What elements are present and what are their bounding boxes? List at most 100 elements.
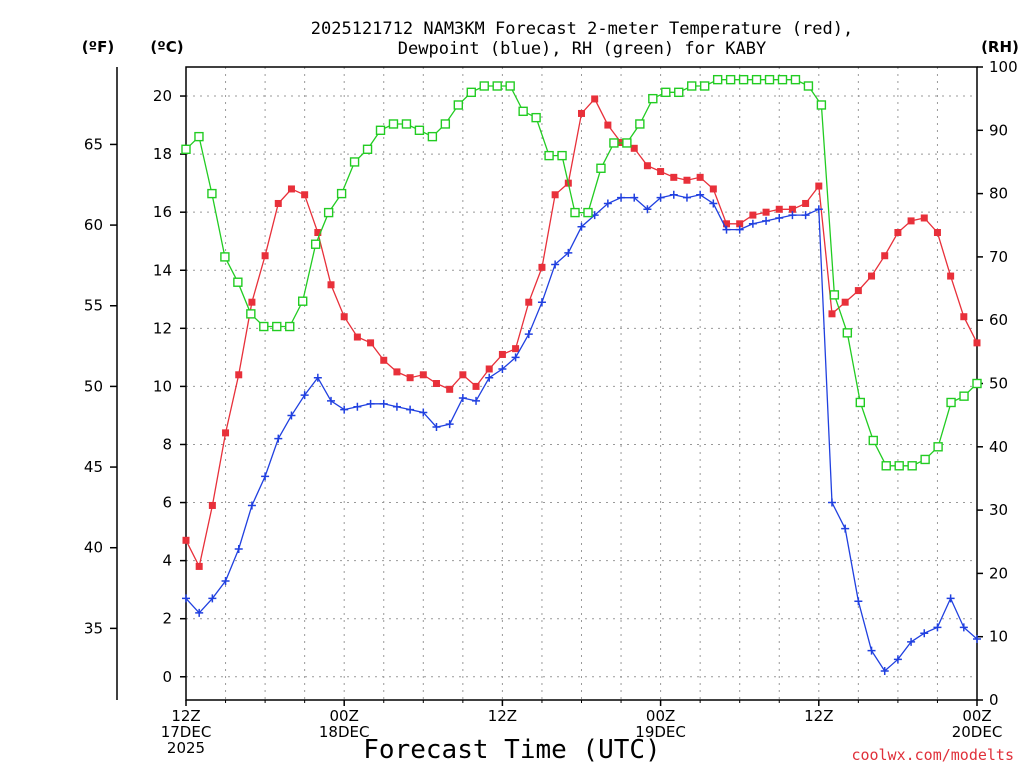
- temperature-point: [472, 382, 480, 390]
- dewpoint-point: [682, 193, 691, 202]
- dewpoint-point: [669, 190, 678, 199]
- chart-title-line-2: Dewpoint (blue), RH (green) for KABY: [398, 39, 766, 59]
- tick-labels: 0 2 4 6 8 10 12 14 16 18 20 35 40 45 50 55 60 65 0 10 20 30 40…: [84, 58, 1018, 757]
- dewpoint-point: [445, 420, 454, 429]
- x-tick-label: 12Z: [804, 707, 833, 725]
- rh-tick-label: 40: [989, 438, 1008, 456]
- rh-point: [207, 188, 217, 199]
- rh-point: [816, 100, 827, 110]
- temperature-point: [301, 191, 309, 199]
- temperature-point: [446, 385, 454, 393]
- dewpoint-point: [261, 472, 270, 481]
- x-tick-label: 00Z: [646, 707, 675, 725]
- dewpoint-point: [656, 193, 665, 202]
- rh-point: [751, 74, 762, 85]
- rh-point: [596, 163, 606, 173]
- rh-point: [725, 74, 736, 85]
- rh-point: [427, 131, 438, 142]
- temperature-point: [920, 214, 928, 222]
- x-tick-label: 00Z: [962, 707, 991, 725]
- dewpoint-point: [959, 623, 968, 632]
- credit-text: coolwx.com/modelts: [851, 746, 1014, 764]
- rh-point: [881, 461, 891, 471]
- temperature-point: [881, 252, 889, 260]
- dewpoint-point: [340, 405, 349, 414]
- rh-point: [583, 207, 593, 218]
- dewpoint-point: [748, 219, 757, 228]
- temperature-point: [788, 205, 796, 213]
- rh-point: [907, 461, 917, 471]
- dewpoint-point: [907, 637, 916, 646]
- rh-point: [842, 328, 853, 338]
- rh-point: [401, 119, 412, 129]
- rh-point: [453, 100, 464, 110]
- temperature-point: [630, 144, 638, 152]
- rh-point: [518, 106, 528, 117]
- temperature-point: [353, 333, 361, 341]
- rh-point: [414, 125, 425, 136]
- dewpoint-point: [366, 399, 375, 408]
- temperature-point: [419, 371, 427, 379]
- x-tick-label: 20DEC: [952, 723, 1003, 741]
- dewpoint-point: [564, 248, 573, 257]
- fahrenheit-tick-label: 45: [84, 458, 103, 476]
- dewpoint-point: [551, 260, 560, 269]
- rh-point: [336, 188, 347, 199]
- rh-point: [466, 87, 476, 98]
- rh-point: [829, 290, 840, 300]
- temperature-point: [274, 199, 282, 207]
- dewpoint-point: [379, 399, 388, 408]
- temperature-point: [709, 185, 717, 193]
- dewpoint-point: [722, 225, 731, 234]
- rh-point: [557, 150, 567, 161]
- temperature-point: [683, 176, 691, 184]
- rh-point: [246, 309, 256, 319]
- rh-point: [220, 252, 230, 262]
- dewpoint-point: [182, 594, 190, 603]
- dewpoint-point: [643, 205, 652, 214]
- celsius-tick-label: 2: [162, 610, 172, 628]
- dewpoint-point: [801, 211, 810, 220]
- rh-point: [687, 81, 697, 91]
- dewpoint-point: [867, 646, 876, 655]
- celsius-tick-label: 8: [162, 435, 172, 453]
- dewpoint-point: [920, 629, 929, 638]
- rh-point: [310, 239, 321, 249]
- temperature-point: [854, 287, 862, 295]
- dewpoint-point: [313, 373, 322, 382]
- fahrenheit-tick-label: 50: [84, 377, 103, 395]
- temperature-point: [947, 272, 955, 280]
- dewpoint-point: [841, 524, 850, 533]
- dewpoint-point: [498, 364, 507, 373]
- temperature-point: [828, 310, 836, 318]
- rh-point: [349, 157, 360, 167]
- temperature-point: [591, 95, 599, 103]
- temperature-point: [314, 229, 322, 237]
- x-tick-label: 12Z: [171, 707, 200, 725]
- fahrenheit-unit-label: (ºF): [82, 38, 114, 56]
- temperature-point: [696, 173, 704, 181]
- temperature-point: [367, 339, 375, 347]
- x-tick-label: 18DEC: [319, 723, 370, 741]
- rh-line: [185, 79, 978, 467]
- dewpoint-point: [406, 405, 415, 414]
- rh-tick-label: 100: [989, 58, 1018, 76]
- dewpoint-point: [221, 576, 230, 585]
- rh-tick-label: 80: [989, 185, 1008, 203]
- fahrenheit-tick-label: 60: [84, 216, 103, 234]
- temperature-point: [432, 380, 440, 387]
- dewpoint-point: [735, 225, 744, 234]
- rh-point: [803, 81, 814, 91]
- temperature-point: [749, 211, 757, 219]
- rh-point: [933, 442, 943, 452]
- celsius-tick-label: 18: [153, 145, 172, 163]
- temperature-point: [525, 298, 533, 306]
- rh-point: [609, 138, 619, 148]
- rh-point: [635, 119, 645, 129]
- rh-point: [194, 131, 204, 142]
- rh-point: [272, 321, 282, 332]
- dewpoint-point: [709, 199, 718, 208]
- rh-point: [362, 144, 373, 154]
- temperature-point: [182, 536, 190, 544]
